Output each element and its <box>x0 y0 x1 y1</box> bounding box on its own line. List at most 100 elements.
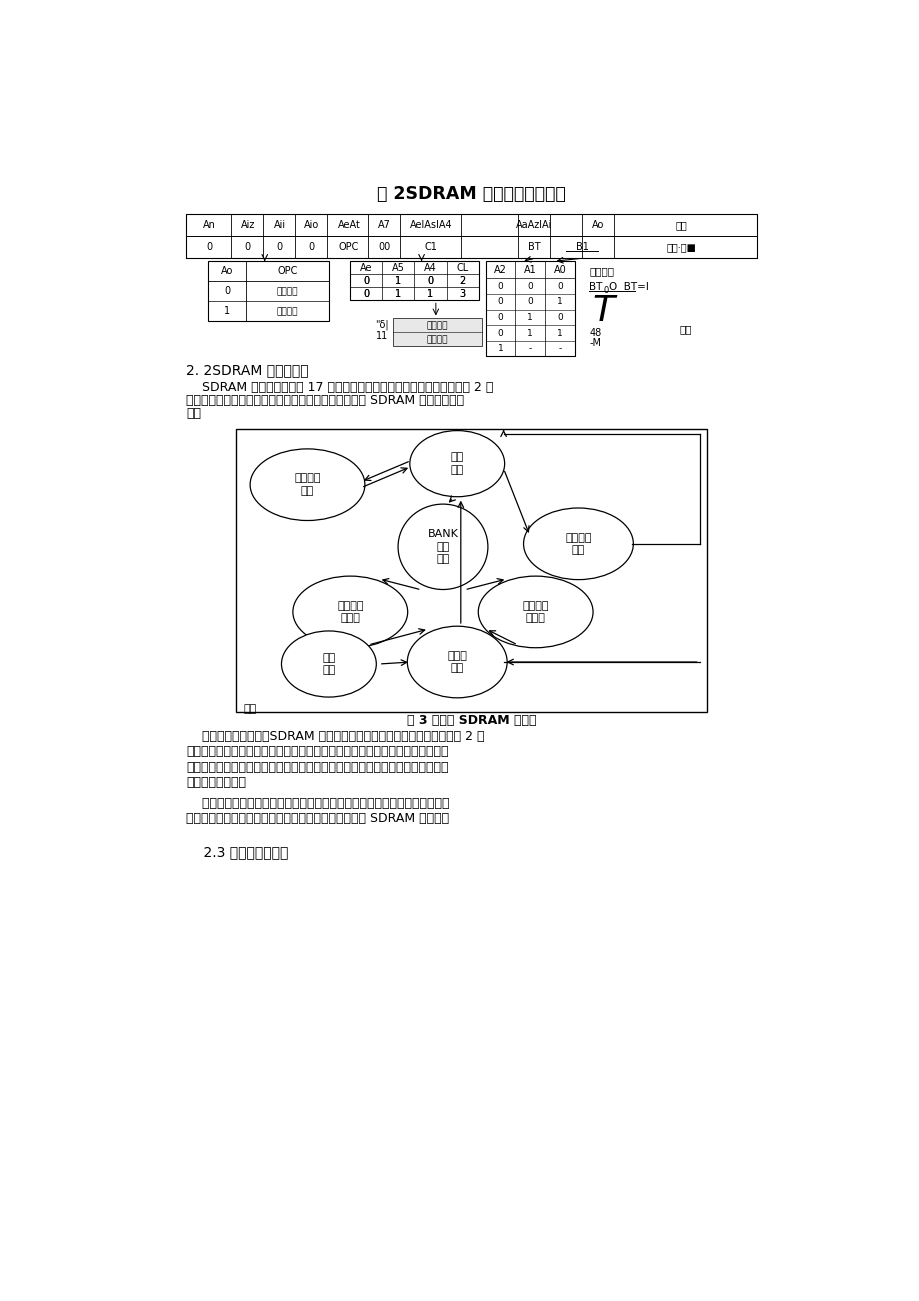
Text: Ao: Ao <box>221 267 233 276</box>
Text: Aio: Aio <box>304 220 319 230</box>
Text: Aiz: Aiz <box>240 220 255 230</box>
Ellipse shape <box>523 507 632 580</box>
Text: 0: 0 <box>497 282 503 290</box>
Text: 1: 1 <box>395 276 401 286</box>
Text: 0: 0 <box>557 282 562 290</box>
Text: 0: 0 <box>427 276 433 286</box>
Text: 0: 0 <box>309 242 314 252</box>
Text: BANK
激活
状态: BANK 激活 状态 <box>427 530 458 565</box>
Ellipse shape <box>250 449 365 520</box>
Text: 保留: 保留 <box>678 324 691 334</box>
Text: 3: 3 <box>459 289 465 299</box>
Text: 0: 0 <box>244 242 250 252</box>
Text: 2: 2 <box>459 276 465 286</box>
Text: BT: BT <box>528 242 540 252</box>
Text: 1: 1 <box>224 307 230 316</box>
Text: OPC: OPC <box>278 267 298 276</box>
Text: 进入下一个状态。: 进入下一个状态。 <box>186 777 246 790</box>
Text: 工转移在当前状态结束后即停留在当前状态，只有一条当前状态允许的命令才能: 工转移在当前状态结束后即停留在当前状态，只有一条当前状态允许的命令才能 <box>186 761 448 774</box>
Text: 突发长度: 突发长度 <box>588 267 614 276</box>
Ellipse shape <box>409 431 505 497</box>
Text: Aii: Aii <box>273 220 286 230</box>
Text: 以粗细箭头加以区别）。自动转移在当前状态结束后立即进入下一个状态；而人: 以粗细箭头加以区别）。自动转移在当前状态结束后立即进入下一个状态；而人 <box>186 745 448 758</box>
Text: O  BT=I: O BT=I <box>608 282 648 293</box>
Text: 上电
状态: 上电 状态 <box>322 653 335 675</box>
Text: 1: 1 <box>557 329 562 337</box>
Text: 1: 1 <box>527 314 533 321</box>
Ellipse shape <box>292 576 407 648</box>
Text: 含预充电
写状态: 含预充电 写状态 <box>336 601 363 623</box>
Text: 地址: 地址 <box>675 220 687 230</box>
Text: A2: A2 <box>494 265 506 275</box>
Text: B1: B1 <box>575 242 588 252</box>
Text: OPC: OPC <box>338 242 358 252</box>
Text: 0: 0 <box>363 289 369 299</box>
Text: A4: A4 <box>424 263 437 273</box>
Text: 1: 1 <box>497 345 503 353</box>
Text: AelAsIA4: AelAsIA4 <box>409 220 451 230</box>
Bar <box>392 319 482 346</box>
Text: 预充电
状态: 预充电 状态 <box>447 650 467 673</box>
Text: 1: 1 <box>395 289 401 299</box>
Text: 0: 0 <box>557 314 562 321</box>
Text: CL: CL <box>456 263 468 273</box>
Text: 1: 1 <box>395 276 401 286</box>
Text: 2: 2 <box>459 276 465 286</box>
Text: 0: 0 <box>427 276 433 286</box>
Text: A5: A5 <box>391 263 404 273</box>
Bar <box>186 215 756 259</box>
Text: 图 3 简化的 SDRAM 状态机: 图 3 简化的 SDRAM 状态机 <box>406 714 536 727</box>
Text: 2. 2SDRAM 的状态流程: 2. 2SDRAM 的状态流程 <box>186 363 309 377</box>
Text: 1: 1 <box>427 289 433 299</box>
Text: A0: A0 <box>553 265 566 275</box>
Text: 自动刷新
状态: 自动刷新 状态 <box>564 532 591 556</box>
Text: 0: 0 <box>363 276 369 286</box>
Text: 0: 0 <box>363 289 369 299</box>
Text: 0: 0 <box>277 242 282 252</box>
Ellipse shape <box>398 503 487 589</box>
Text: -: - <box>528 345 531 353</box>
Text: 顺序方式: 顺序方式 <box>426 321 448 330</box>
Text: 11: 11 <box>376 332 388 341</box>
Ellipse shape <box>407 626 506 697</box>
Ellipse shape <box>478 576 593 648</box>
Text: 表 2SDRAM 模式寄存器真値表: 表 2SDRAM 模式寄存器真値表 <box>377 185 565 203</box>
Text: C1: C1 <box>424 242 437 252</box>
Text: A1: A1 <box>524 265 536 275</box>
Bar <box>350 262 478 301</box>
Text: 模式设置
状态: 模式设置 状态 <box>294 474 321 496</box>
Text: AeAt: AeAt <box>337 220 360 230</box>
Text: 0: 0 <box>363 276 369 286</box>
Text: 0: 0 <box>527 282 533 290</box>
Text: 可以想象，自行设计如此复杂的控制流程绝非易事。値得庆幸的是，在大多: 可以想象，自行设计如此复杂的控制流程绝非易事。値得庆幸的是，在大多 <box>186 796 449 809</box>
Text: 3: 3 <box>459 289 465 299</box>
Bar <box>485 262 574 356</box>
Text: 单个式写: 单个式写 <box>277 307 298 316</box>
Text: 示）。正是如此众多的状态及其复杂的转换关系，导致 SDRAM 的控制较为复: 示）。正是如此众多的状态及其复杂的转换关系，导致 SDRAM 的控制较为复 <box>186 394 464 407</box>
Text: 突发式写: 突发式写 <box>277 286 298 295</box>
Text: Ao: Ao <box>592 220 604 230</box>
Text: -M: -M <box>588 338 600 349</box>
Text: SDRAM 的完整状态机由 17 个状态构成，且状态转移是非随机的（如图 2 所: SDRAM 的完整状态机由 17 个状态构成，且状态转移是非随机的（如图 2 所 <box>186 381 494 394</box>
Text: 杂。: 杂。 <box>186 407 201 420</box>
Text: 0: 0 <box>224 286 230 297</box>
Text: 交叉方式: 交叉方式 <box>426 334 448 343</box>
Text: "δ|: "δ| <box>375 319 389 329</box>
Text: 模式·存■: 模式·存■ <box>666 242 696 252</box>
Text: 空闲
状态: 空闲 状态 <box>450 453 463 475</box>
Text: T: T <box>592 294 614 328</box>
Text: AaAzlAi: AaAzlAi <box>516 220 551 230</box>
Text: 0: 0 <box>206 242 212 252</box>
Text: 1: 1 <box>395 289 401 299</box>
Text: Ae: Ae <box>359 263 372 273</box>
Text: 0: 0 <box>497 298 503 306</box>
Text: -: - <box>558 345 561 353</box>
Text: BT: BT <box>588 282 602 293</box>
Text: 0: 0 <box>527 298 533 306</box>
Text: 0: 0 <box>497 314 503 321</box>
Text: 含预充电
读状态: 含预充电 读状态 <box>522 601 549 623</box>
Text: 00: 00 <box>378 242 391 252</box>
Text: 1: 1 <box>527 329 533 337</box>
Text: 1: 1 <box>557 298 562 306</box>
Text: 0: 0 <box>497 329 503 337</box>
